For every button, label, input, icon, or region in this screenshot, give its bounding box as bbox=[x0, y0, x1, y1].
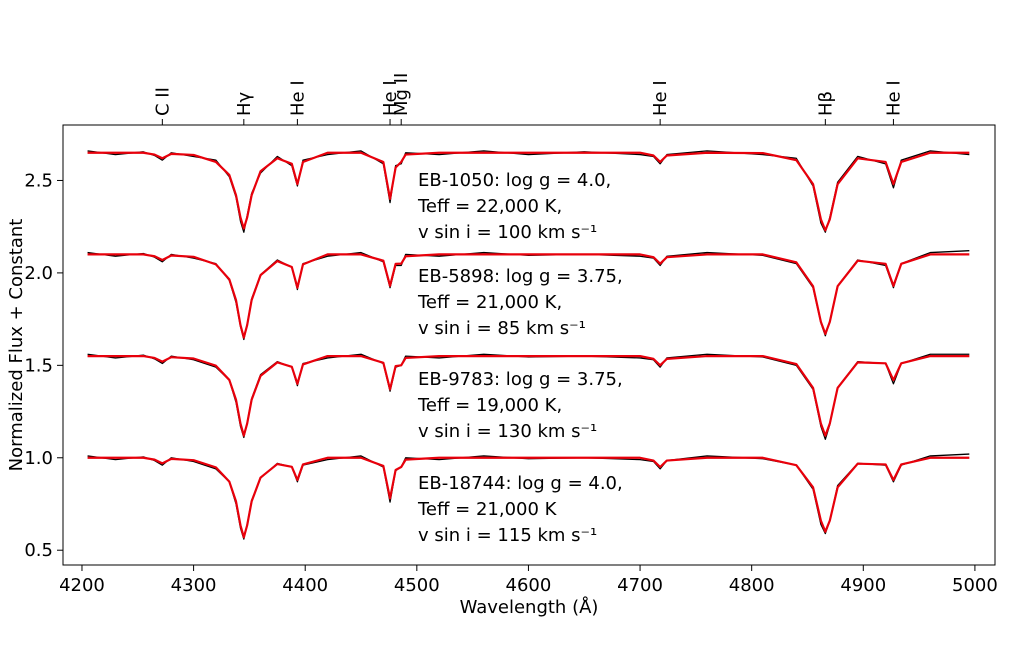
x-tick-label: 4400 bbox=[282, 575, 328, 596]
x-tick-label: 4300 bbox=[171, 575, 217, 596]
y-axis-label: Normalized Flux + Constant bbox=[6, 219, 27, 472]
y-tick-label: 1.5 bbox=[24, 355, 53, 376]
annotation: EB-5898: log g = 3.75, bbox=[418, 266, 623, 287]
x-tick-label: 4700 bbox=[617, 575, 663, 596]
annotation: Teff = 19,000 K, bbox=[417, 395, 562, 416]
plot-frame bbox=[62, 124, 996, 566]
annotation: EB-9783: log g = 3.75, bbox=[418, 369, 623, 390]
y-tick-label: 1.0 bbox=[24, 448, 53, 469]
x-tick-label: 4900 bbox=[840, 575, 886, 596]
top-tick-label: Hβ bbox=[815, 91, 836, 116]
annotation: Teff = 21,000 K, bbox=[417, 292, 562, 313]
annotation: EB-18744: log g = 4.0, bbox=[418, 473, 623, 494]
x-tick-label: 4800 bbox=[729, 575, 775, 596]
annotation: v sin i = 85 km s⁻¹ bbox=[418, 318, 586, 339]
top-tick-label: C II bbox=[152, 87, 173, 116]
y-tick-label: 0.5 bbox=[24, 540, 53, 561]
y-tick-label: 2.0 bbox=[24, 263, 53, 284]
top-tick-label: He I bbox=[650, 80, 671, 116]
spectrum-line bbox=[87, 253, 970, 339]
spectrum-line bbox=[87, 354, 970, 437]
annotation: v sin i = 115 km s⁻¹ bbox=[418, 525, 597, 546]
spectrum-line bbox=[87, 456, 970, 539]
top-tick-label: He I bbox=[883, 80, 904, 116]
spectrum-line bbox=[87, 151, 970, 232]
annotation: EB-1050: log g = 4.0, bbox=[418, 170, 611, 191]
annotation: v sin i = 130 km s⁻¹ bbox=[418, 421, 597, 442]
plot-area bbox=[87, 150, 970, 540]
x-tick-label: 4600 bbox=[506, 575, 552, 596]
x-tick-label: 4200 bbox=[59, 575, 105, 596]
annotation: v sin i = 100 km s⁻¹ bbox=[418, 222, 597, 243]
y-tick-label: 2.5 bbox=[24, 170, 53, 191]
x-tick-label: 4500 bbox=[394, 575, 440, 596]
top-tick-label: He I bbox=[380, 80, 401, 116]
top-tick-label: Hγ bbox=[234, 91, 255, 116]
annotation: Teff = 21,000 K bbox=[417, 499, 558, 520]
x-axis-label: Wavelength (Å) bbox=[460, 596, 599, 618]
top-tick-label: Mg II bbox=[391, 73, 412, 116]
top-tick-label: He I bbox=[287, 80, 308, 116]
x-tick-label: 5000 bbox=[952, 575, 998, 596]
annotation: Teff = 22,000 K, bbox=[417, 196, 562, 217]
